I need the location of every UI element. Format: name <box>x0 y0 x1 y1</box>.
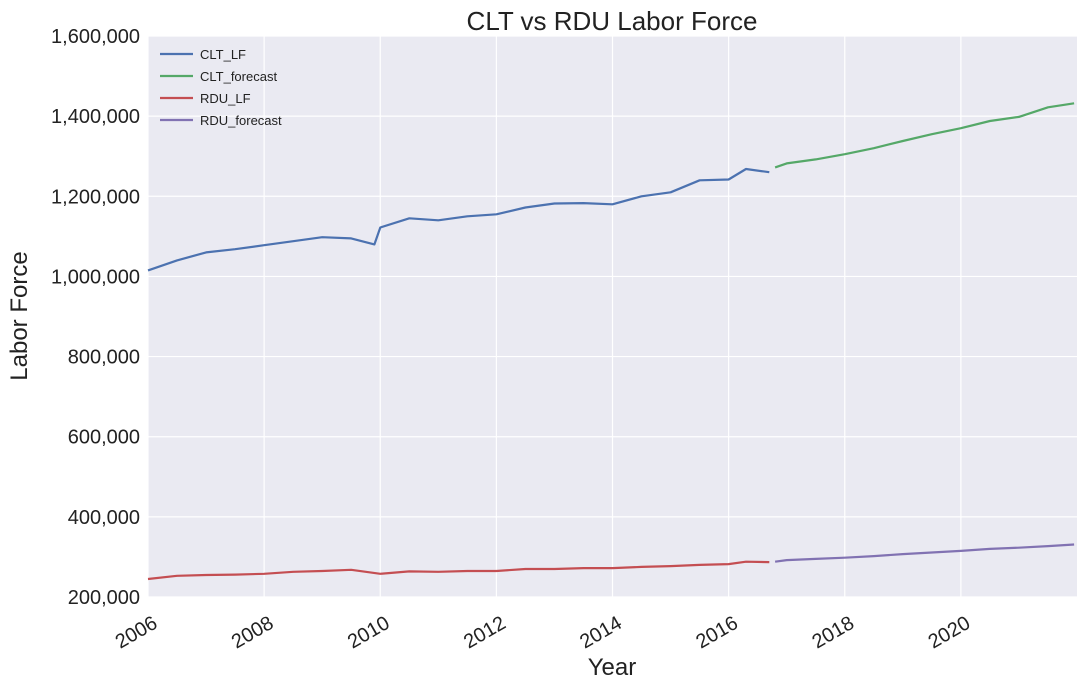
grid <box>147 35 1077 598</box>
x-tick-label: 2016 <box>692 612 742 653</box>
y-tick-label: 200,000 <box>68 587 140 609</box>
y-tick-label: 400,000 <box>68 507 140 529</box>
series-line-rdu-lf <box>147 560 770 581</box>
y-axis-title: Labor Force <box>6 251 33 380</box>
series-line-clt-lf <box>147 167 770 272</box>
legend: CLT_LF CLT_forecast RDU_LF RDU_forecast <box>160 47 282 128</box>
legend-label: RDU_forecast <box>200 113 282 128</box>
legend-label: RDU_LF <box>200 91 251 106</box>
chart-title: CLT vs RDU Labor Force <box>467 6 758 36</box>
x-tick-label: 2018 <box>809 612 859 653</box>
x-axis-ticks: 2006 2008 2010 2012 2014 2016 2018 2020 <box>112 612 974 653</box>
series-line-rdu-forecast <box>774 543 1075 563</box>
y-axis-ticks: 200,000 400,000 600,000 800,000 1,000,000 1,2… <box>51 26 140 609</box>
x-tick-label: 2008 <box>228 612 278 653</box>
y-tick-label: 1,000,000 <box>51 266 140 288</box>
x-tick-label: 2020 <box>925 612 975 653</box>
y-tick-label: 1,600,000 <box>51 26 140 48</box>
y-tick-label: 600,000 <box>68 427 140 449</box>
x-tick-label: 2014 <box>576 612 626 653</box>
y-tick-label: 800,000 <box>68 347 140 369</box>
series-lines <box>147 102 1075 581</box>
legend-label: CLT_LF <box>200 47 246 62</box>
x-tick-label: 2010 <box>344 612 394 653</box>
y-tick-label: 1,400,000 <box>51 106 140 128</box>
x-tick-label: 2006 <box>112 612 162 653</box>
legend-label: CLT_forecast <box>200 69 277 84</box>
series-line-clt-forecast <box>774 102 1075 169</box>
x-axis-title: Year <box>588 654 637 681</box>
x-tick-label: 2012 <box>460 612 510 653</box>
y-tick-label: 1,200,000 <box>51 186 140 208</box>
